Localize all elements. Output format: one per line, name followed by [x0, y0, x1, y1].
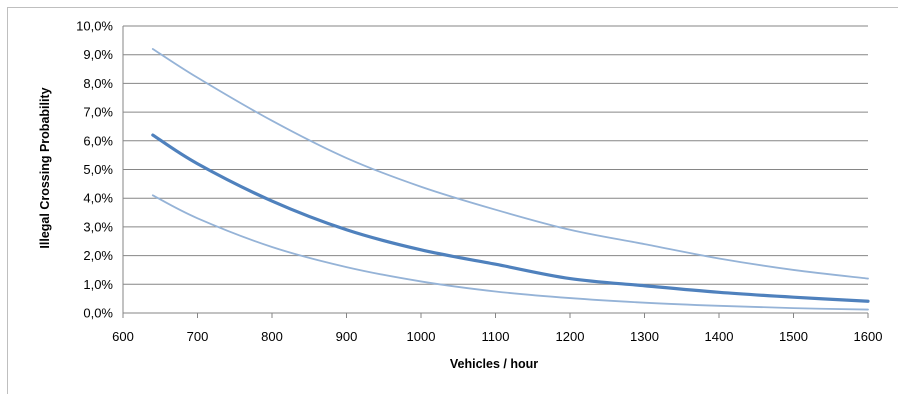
y-tick-label: 4,0% [83, 191, 113, 206]
chart-frame [7, 7, 898, 394]
y-tick-label: 0,0% [83, 306, 113, 321]
x-tick-label: 700 [187, 329, 209, 344]
y-tick-label: 5,0% [83, 162, 113, 177]
y-tick-label: 2,0% [83, 248, 113, 263]
series-line-lower-bound [151, 194, 869, 311]
y-tick-label: 10,0% [76, 19, 113, 34]
x-tick-label: 1400 [705, 329, 734, 344]
x-axis-title: Vehicles / hour [450, 357, 538, 371]
y-tick-label: 8,0% [83, 76, 113, 91]
y-tick-label: 9,0% [83, 47, 113, 62]
tick-labels: 0,0% 1,0% 2,0% 3,0% 4,0% 5,0% 6,0% 7,0% 8,0% 9,0%… [76, 19, 882, 345]
series-line-estimate [151, 133, 870, 303]
series-layer [151, 48, 870, 311]
x-tick-label: 1100 [482, 329, 510, 344]
y-tick-label: 3,0% [83, 219, 113, 234]
x-tick-label: 600 [112, 329, 134, 344]
x-tick-label: 1600 [854, 329, 883, 344]
axes [122, 26, 869, 318]
x-tick-label: 1300 [630, 329, 659, 344]
y-tick-label: 1,0% [83, 277, 113, 292]
x-tick-label: 1500 [779, 329, 808, 344]
series-line-upper-bound [151, 48, 869, 280]
x-tick-label: 800 [261, 329, 283, 344]
x-tick-label: 1000 [407, 329, 436, 344]
y-tick-label: 7,0% [83, 105, 113, 120]
y-tick-label: 6,0% [83, 133, 113, 148]
y-axis-title: Illegal Crossing Probability [38, 87, 52, 248]
gridlines [123, 25, 868, 285]
x-tick-label: 900 [336, 329, 358, 344]
x-tick-label: 1200 [556, 329, 585, 344]
